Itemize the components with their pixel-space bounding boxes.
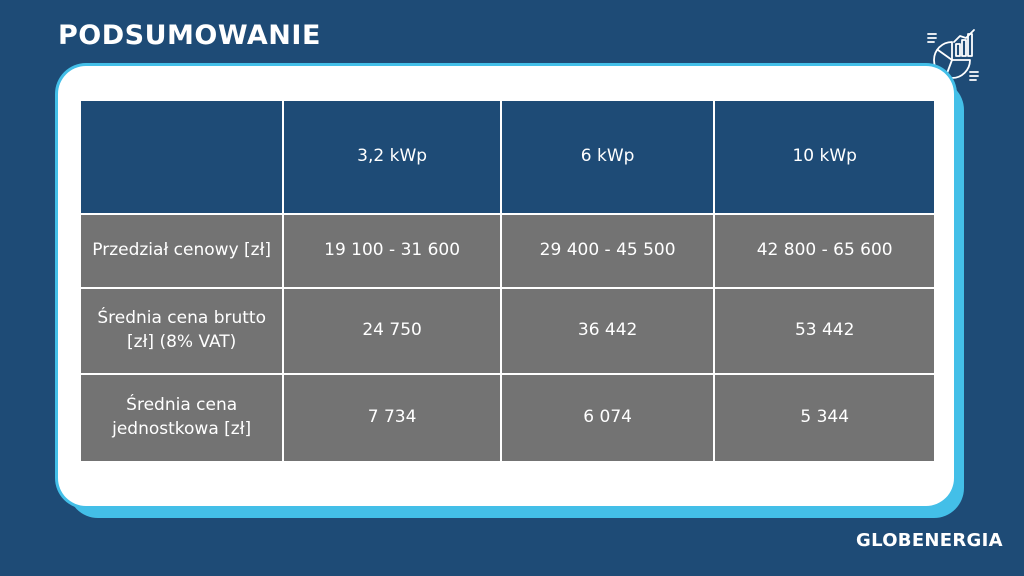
table-cell: 53 442 [713,287,936,375]
table-row: Przedział cenowy [zł] 19 100 - 31 600 29… [78,213,936,289]
page-title: PODSUMOWANIE [58,20,321,51]
column-header [78,99,285,215]
row-label: Średnia cena jednostkowa [zł] [78,373,285,463]
column-header: 10 kWp [713,99,936,215]
table-cell: 19 100 - 31 600 [282,213,502,289]
table-cell: 7 734 [282,373,502,463]
brand-logo: GLOBENERGIA [856,530,1003,551]
table-cell: 42 800 - 65 600 [713,213,936,289]
table-cell: 6 074 [499,373,716,463]
summary-table: 3,2 kWp 6 kWp 10 kWp Przedział cenowy [z… [78,99,936,463]
table-cell: 29 400 - 45 500 [499,213,716,289]
table-header-row: 3,2 kWp 6 kWp 10 kWp [78,99,936,215]
table-cell: 24 750 [282,287,502,375]
column-header: 6 kWp [499,99,716,215]
chart-report-icon [927,29,979,81]
table-row: Średnia cena brutto [zł] (8% VAT) 24 750… [78,287,936,375]
table-cell: 5 344 [713,373,936,463]
column-header: 3,2 kWp [282,99,502,215]
table-cell: 36 442 [499,287,716,375]
row-label: Przedział cenowy [zł] [78,213,285,289]
table-row: Średnia cena jednostkowa [zł] 7 734 6 07… [78,373,936,463]
row-label: Średnia cena brutto [zł] (8% VAT) [78,287,285,375]
